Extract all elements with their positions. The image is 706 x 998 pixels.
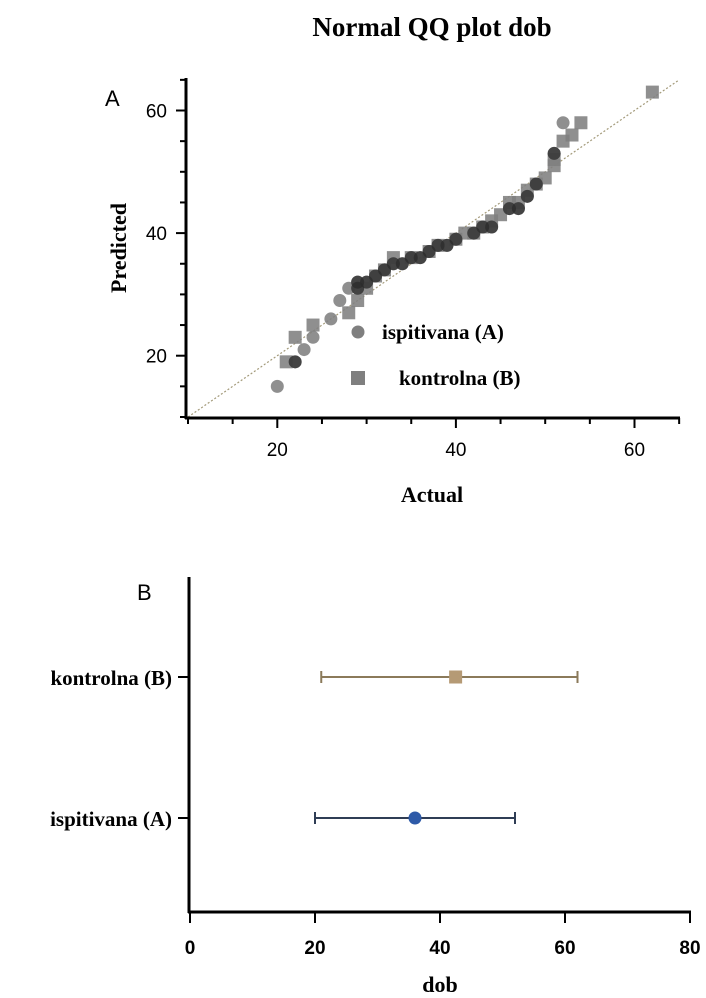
point-ispitivana — [324, 312, 338, 326]
point-overlap — [485, 220, 499, 234]
category-label: kontrolna (B) — [50, 666, 172, 690]
errorbar-kontrolna — [320, 670, 579, 684]
point-overlap — [449, 232, 463, 246]
legend-marker-circle — [351, 325, 365, 339]
x-tick-label: 60 — [624, 440, 645, 461]
point-overlap — [404, 251, 418, 265]
y-tick-label: 40 — [146, 224, 167, 245]
x-ticks: 20 40 60 — [187, 418, 681, 461]
x-axis-label-b: dob — [422, 972, 457, 997]
legend-marker-square — [351, 371, 365, 385]
point-ispitivana — [270, 379, 284, 393]
point-overlap — [351, 275, 365, 289]
y-axis-label: Predicted — [106, 203, 131, 293]
y-tick-label: 60 — [146, 102, 167, 123]
category-labels: kontrolna (B) ispitivana (A) — [50, 666, 189, 831]
point-kontrolna — [306, 318, 320, 332]
point-kontrolna — [342, 306, 356, 320]
y-ticks: 20 40 60 — [146, 78, 186, 418]
errorbar-center-circle — [408, 811, 422, 825]
x-tick-label-b: 80 — [679, 938, 700, 959]
point-overlap — [529, 177, 543, 191]
point-ispitivana — [333, 294, 347, 308]
x-tick-label-b: 20 — [304, 938, 325, 959]
point-overlap — [431, 238, 445, 252]
point-kontrolna — [574, 116, 588, 130]
x-tick-label: 40 — [445, 440, 466, 461]
point-overlap — [476, 220, 490, 234]
x-tick-label-b: 0 — [185, 938, 196, 959]
x-tick-label-b: 40 — [429, 938, 450, 959]
point-ispitivana — [306, 330, 320, 344]
point-overlap — [502, 202, 516, 216]
category-label: ispitivana (A) — [50, 807, 172, 831]
point-overlap — [511, 202, 525, 216]
y-tick-label: 20 — [146, 347, 167, 368]
point-ispitivana — [556, 116, 570, 130]
legend-label-kontrolna: kontrolna (B) — [399, 366, 521, 390]
panel-label-b: B — [137, 580, 152, 605]
chart-title: Normal QQ plot dob — [312, 12, 551, 42]
panel-label-a: A — [105, 86, 120, 111]
errorbar-ispitivana — [314, 811, 516, 825]
error-bars — [314, 670, 579, 825]
point-kontrolna — [645, 85, 659, 99]
point-kontrolna — [288, 330, 302, 344]
point-kontrolna — [279, 355, 293, 369]
point-ispitivana — [297, 343, 311, 357]
x-tick-label: 20 — [267, 440, 288, 461]
point-overlap — [288, 355, 302, 369]
errorbar-plot: 0 20 40 60 80 kontrolna (B) ispitivana (A) — [50, 577, 701, 959]
point-overlap — [520, 189, 534, 203]
legend: ispitivana (A) kontrolna (B) — [351, 320, 521, 390]
x-tick-label-b: 60 — [554, 938, 575, 959]
qq-axes: 20 40 60 20 40 60 — [146, 78, 681, 461]
point-overlap — [547, 146, 561, 160]
point-overlap — [386, 257, 400, 271]
point-kontrolna — [351, 294, 365, 308]
point-kontrolna — [565, 128, 579, 142]
qq-plot: 20 40 60 20 40 60 ispitivana (A) kontrolna (… — [146, 78, 681, 461]
qq-points — [270, 85, 659, 393]
x-ticks-b: 0 20 40 60 80 — [185, 912, 701, 959]
errorbar-center-square — [449, 670, 463, 684]
x-axis-label: Actual — [401, 482, 463, 507]
legend-label-ispitivana: ispitivana (A) — [382, 320, 504, 344]
